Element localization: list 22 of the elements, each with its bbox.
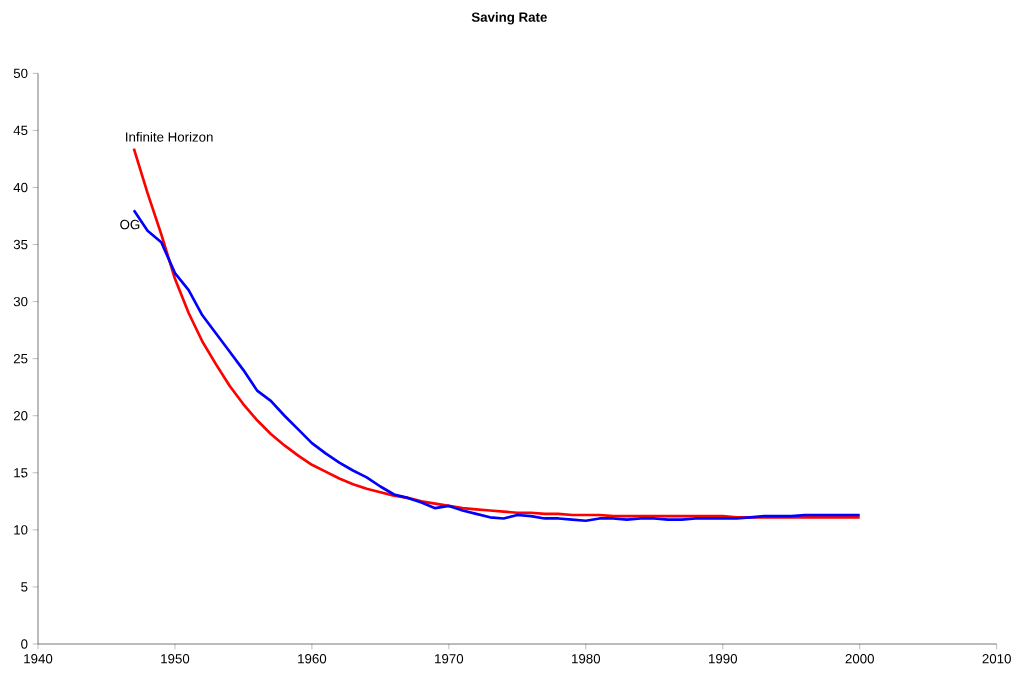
series-label: Infinite Horizon	[126, 131, 213, 142]
x-tick-label: 1970	[435, 654, 464, 664]
y-tick-label: 0	[21, 639, 28, 649]
x-tick-label: 1990	[709, 654, 738, 664]
y-tick-label: 35	[13, 239, 28, 250]
x-tick-label: 2000	[845, 654, 874, 664]
y-tick-label: 5	[21, 582, 28, 592]
y-tick-label: 10	[14, 525, 28, 535]
chart-title: Saving Rate	[471, 12, 547, 25]
x-tick-label: 1940	[24, 654, 53, 664]
y-tick-label: 50	[13, 68, 28, 79]
x-tick-label: 1960	[298, 654, 327, 664]
series-label: OG	[120, 219, 140, 230]
y-tick-label: 20	[13, 411, 28, 421]
y-tick-label: 40	[13, 182, 28, 193]
x-tick-label: 2010	[982, 654, 1011, 664]
y-tick-label: 15	[14, 468, 28, 478]
x-tick-label: 1980	[572, 654, 601, 664]
y-tick-label: 25	[13, 353, 28, 364]
y-tick-label: 45	[13, 125, 28, 136]
y-tick-label: 30	[13, 296, 28, 307]
x-tick-label: 1950	[161, 654, 190, 664]
